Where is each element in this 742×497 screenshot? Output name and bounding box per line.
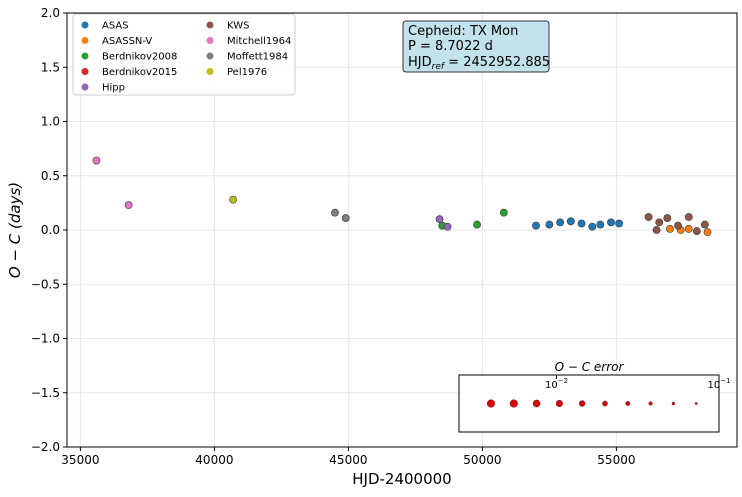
y-tick-label: 0.0: [41, 223, 60, 237]
legend-marker-mitchell1964: [206, 37, 214, 44]
legend-label-moffett1984: Moffett1984: [227, 52, 288, 63]
y-tick-label: 0.5: [41, 169, 60, 183]
point-pel1976: [229, 195, 238, 204]
inset-error-marker: [486, 399, 496, 408]
point-moffett1984: [331, 208, 339, 217]
x-tick-label: 50000: [463, 453, 501, 467]
point-kws: [652, 226, 661, 234]
point-kws: [644, 213, 653, 221]
y-tick-label: 1.5: [41, 60, 60, 74]
legend-marker-moffett1984: [206, 52, 214, 60]
point-kws: [684, 213, 693, 221]
point-berdnikov2008: [473, 220, 481, 229]
legend-marker-asassn-v: [81, 37, 89, 44]
error-scale-inset: O − C error 10−2 10−1: [458, 360, 731, 433]
point-berdnikov2008: [499, 208, 508, 217]
point-kws: [663, 214, 672, 222]
point-kws: [700, 220, 709, 229]
point-kws: [692, 227, 701, 235]
point-hipp: [443, 222, 452, 231]
point-asas: [588, 222, 597, 231]
y-tick-label: 1.0: [41, 115, 60, 129]
point-asas: [615, 219, 623, 228]
annotation-period: P = 8.7022 d: [408, 39, 493, 54]
point-kws: [655, 218, 664, 227]
y-tick-label: −2.0: [31, 440, 60, 454]
legend-label-mitchell1964: Mitchell1964: [227, 36, 291, 47]
point-hipp: [435, 215, 444, 224]
x-tick-label: 35000: [61, 453, 99, 467]
legend-marker-pel1976: [206, 68, 214, 75]
period-annotation: Cepheid: TX Mon P = 8.7022 d HJDref = 24…: [402, 20, 550, 73]
point-asas: [607, 218, 615, 227]
y-tick-label: −1.5: [31, 386, 60, 400]
annotation-box: [402, 20, 550, 73]
inset-error-marker: [648, 401, 653, 406]
point-asassn-v: [703, 228, 712, 237]
point-asas: [545, 220, 554, 229]
legend-marker-hipp: [81, 83, 89, 91]
point-mitchell1964: [92, 156, 101, 165]
inset-tick-label: 10−2: [545, 377, 568, 391]
point-asas: [532, 221, 540, 230]
legend-label-pel1976: Pel1976: [227, 67, 267, 78]
legend-label-hipp: Hipp: [102, 83, 125, 94]
inset-tick-label: 10−1: [707, 377, 730, 391]
x-tick-label: 45000: [329, 453, 367, 467]
y-tick-label: 2.0: [41, 6, 60, 20]
legend-label-asas: ASAS: [102, 21, 129, 32]
annotation-star-name: Cepheid: TX Mon: [408, 24, 518, 39]
x-tick-label: 40000: [195, 453, 233, 467]
legend-marker-kws: [206, 21, 214, 29]
point-moffett1984: [341, 214, 350, 222]
inset-error-marker: [509, 399, 518, 408]
point-mitchell1964: [124, 201, 133, 209]
x-axis-ticks: 35000 40000 45000 50000 55000: [61, 447, 635, 467]
legend-label-berdnikov2015: Berdnikov2015: [102, 67, 177, 78]
legend: ASAS ASASSN-V Berdnikov2008 Berdnikov2015 Hi…: [72, 13, 296, 96]
legend-marker-berdnikov2008: [81, 52, 89, 60]
x-tick-label: 55000: [597, 453, 635, 467]
point-kws: [674, 221, 682, 230]
inset-error-marker: [671, 401, 676, 406]
legend-label-berdnikov2008: Berdnikov2008: [102, 52, 177, 63]
inset-error-marker: [625, 401, 631, 406]
legend-marker-asas: [81, 21, 89, 29]
point-asas: [596, 220, 605, 229]
y-tick-label: −0.5: [31, 277, 60, 291]
inset-error-marker: [579, 400, 586, 407]
y-tick-label: −1.0: [31, 332, 60, 346]
inset-error-marker: [532, 399, 541, 408]
inset-frame: [458, 374, 720, 433]
point-asassn-v: [684, 225, 693, 233]
legend-label-kws: KWS: [227, 21, 249, 32]
inset-error-marker: [694, 402, 698, 405]
point-asas: [556, 218, 565, 227]
point-asas: [566, 217, 575, 226]
point-asassn-v: [666, 225, 674, 233]
inset-error-marker: [555, 399, 563, 408]
y-axis-ticks: −2.0 −1.5 −1.0 −0.5 0.0 0.5 1.0 1.5 2.0: [31, 6, 67, 454]
legend-marker-berdnikov2015: [81, 68, 89, 75]
y-axis-label: O − C (days): [6, 182, 24, 278]
data-points: [92, 156, 712, 237]
legend-box: [72, 13, 296, 96]
annotation-reference-epoch: HJDref = 2452952.885: [408, 55, 550, 72]
legend-label-asassn-v: ASASSN-V: [102, 36, 152, 47]
point-asas: [577, 219, 586, 228]
inset-title: O − C error: [555, 360, 625, 374]
inset-error-marker: [602, 400, 608, 407]
x-axis-label: HJD-2400000: [352, 470, 451, 488]
